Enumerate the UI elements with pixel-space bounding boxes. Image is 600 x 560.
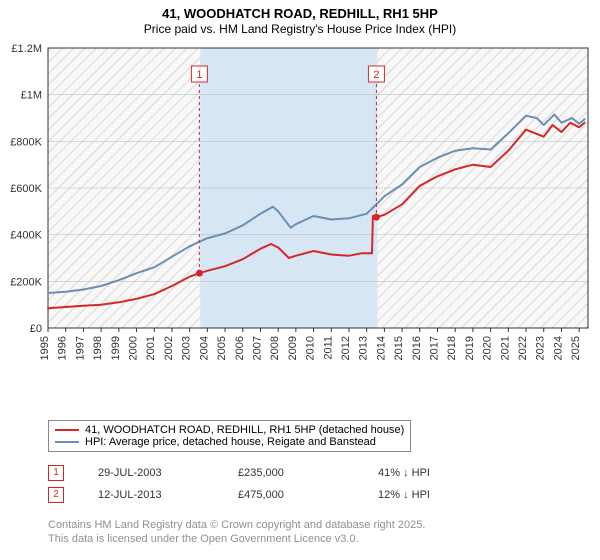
svg-text:2: 2 xyxy=(373,69,379,81)
transaction-row: 2 12-JUL-2013£475,00012% ↓ HPI xyxy=(48,484,508,506)
legend: 41, WOODHATCH ROAD, REDHILL, RH1 5HP (de… xyxy=(48,420,411,452)
svg-text:2021: 2021 xyxy=(499,336,511,360)
svg-text:2013: 2013 xyxy=(358,336,370,360)
license-footnote: Contains HM Land Registry data © Crown c… xyxy=(48,518,425,547)
svg-text:£1.2M: £1.2M xyxy=(11,43,42,55)
svg-text:2019: 2019 xyxy=(464,336,476,360)
svg-text:2008: 2008 xyxy=(269,336,281,360)
svg-text:2023: 2023 xyxy=(535,336,547,360)
svg-text:2004: 2004 xyxy=(198,336,210,360)
footnote-line1: Contains HM Land Registry data © Crown c… xyxy=(48,518,425,532)
svg-text:2000: 2000 xyxy=(128,336,140,360)
svg-text:£0: £0 xyxy=(30,323,42,335)
svg-text:£400K: £400K xyxy=(10,230,42,242)
price-chart: £0 £200K £400K £600K £800K £1M £1.2M 1995 1996 19… xyxy=(0,42,600,372)
svg-text:2015: 2015 xyxy=(393,336,405,360)
svg-text:2010: 2010 xyxy=(305,336,317,360)
svg-text:£200K: £200K xyxy=(10,276,42,288)
svg-text:2025: 2025 xyxy=(570,336,582,360)
svg-text:1997: 1997 xyxy=(74,336,86,360)
svg-text:2002: 2002 xyxy=(163,336,175,360)
svg-text:2016: 2016 xyxy=(411,336,423,360)
svg-text:2007: 2007 xyxy=(251,336,263,360)
legend-label: HPI: Average price, detached house, Reig… xyxy=(85,436,376,448)
svg-text:£600K: £600K xyxy=(10,183,42,195)
chart-title-line1: 41, WOODHATCH ROAD, REDHILL, RH1 5HP xyxy=(0,0,600,22)
svg-text:2014: 2014 xyxy=(375,336,387,360)
legend-item: HPI: Average price, detached house, Reig… xyxy=(55,436,404,448)
transaction-price: £235,000 xyxy=(238,467,378,479)
transaction-marker: 1 xyxy=(48,465,64,481)
footnote-line2: This data is licensed under the Open Gov… xyxy=(48,532,425,546)
svg-text:£800K: £800K xyxy=(10,136,42,148)
svg-text:1995: 1995 xyxy=(39,336,51,360)
svg-text:2001: 2001 xyxy=(145,336,157,360)
svg-text:1996: 1996 xyxy=(57,336,69,360)
svg-text:2009: 2009 xyxy=(287,336,299,360)
legend-label: 41, WOODHATCH ROAD, REDHILL, RH1 5HP (de… xyxy=(85,424,404,436)
svg-text:2011: 2011 xyxy=(322,336,334,360)
svg-text:2024: 2024 xyxy=(552,336,564,360)
svg-text:2006: 2006 xyxy=(234,336,246,360)
svg-text:2012: 2012 xyxy=(340,336,352,360)
chart-title-line2: Price paid vs. HM Land Registry's House … xyxy=(0,22,600,36)
svg-text:1999: 1999 xyxy=(110,336,122,360)
transaction-table: 1 29-JUL-2003£235,00041% ↓ HPI 2 12-JUL-201… xyxy=(48,462,508,506)
transaction-date: 29-JUL-2003 xyxy=(98,467,238,479)
transaction-delta: 41% ↓ HPI xyxy=(378,467,508,479)
legend-item: 41, WOODHATCH ROAD, REDHILL, RH1 5HP (de… xyxy=(55,424,404,436)
svg-text:2017: 2017 xyxy=(429,336,441,360)
svg-text:1: 1 xyxy=(196,69,202,81)
transaction-date: 12-JUL-2013 xyxy=(98,489,238,501)
transaction-price: £475,000 xyxy=(238,489,378,501)
svg-text:£1M: £1M xyxy=(21,90,42,102)
legend-swatch xyxy=(55,429,79,431)
svg-text:2022: 2022 xyxy=(517,336,529,360)
svg-text:1998: 1998 xyxy=(92,336,104,360)
transaction-row: 1 29-JUL-2003£235,00041% ↓ HPI xyxy=(48,462,508,484)
transaction-marker: 2 xyxy=(48,487,64,503)
legend-swatch xyxy=(55,441,79,443)
svg-text:2018: 2018 xyxy=(446,336,458,360)
svg-text:2003: 2003 xyxy=(181,336,193,360)
transaction-delta: 12% ↓ HPI xyxy=(378,489,508,501)
svg-text:2020: 2020 xyxy=(482,336,494,360)
svg-text:2005: 2005 xyxy=(216,336,228,360)
